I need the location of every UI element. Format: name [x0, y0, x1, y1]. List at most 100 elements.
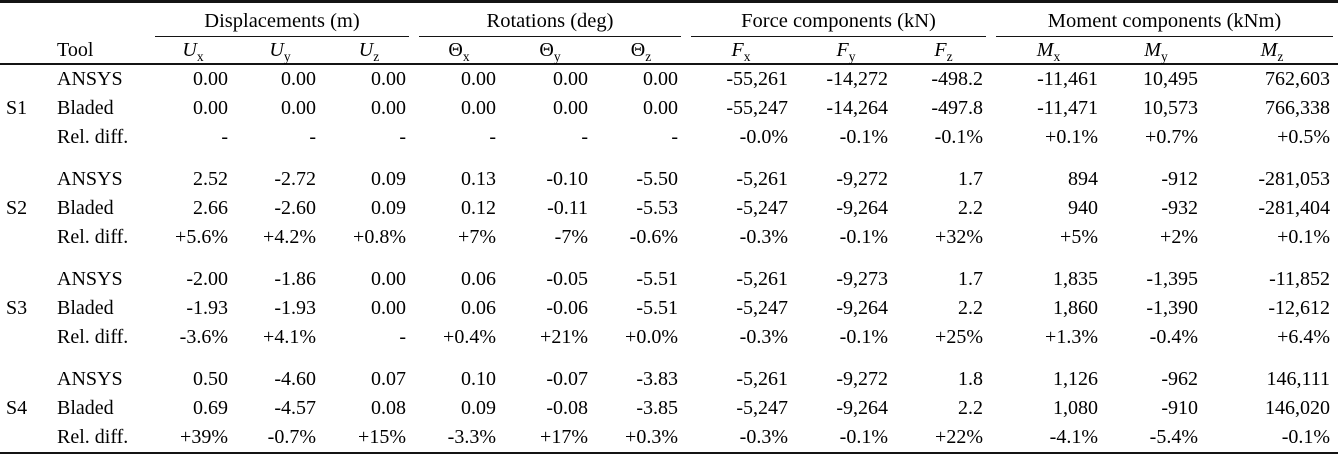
value-cell: -3.83 — [636, 368, 678, 390]
value-cell: - — [309, 126, 316, 148]
empty-corner-header — [0, 2, 150, 38]
value-cell: 1,860 — [1053, 297, 1098, 319]
value-cell: 0.00 — [281, 97, 316, 119]
value-cell: 0.00 — [371, 68, 406, 90]
value-cell: +0.3% — [625, 426, 678, 448]
value-cell: +4.2% — [263, 226, 316, 248]
col-header-theta-x: Θx — [414, 37, 504, 65]
value-cell: -3.3% — [447, 426, 496, 448]
section-label: S3 — [6, 297, 28, 319]
value-cell: -0.0% — [739, 126, 788, 148]
value-cell: -9,264 — [836, 297, 888, 319]
value-cell: -910 — [1161, 397, 1198, 419]
value-cell: -0.1% — [934, 126, 983, 148]
section-column-header — [0, 37, 46, 65]
value-cell: -281,053 — [1258, 168, 1331, 190]
col-header-fz: Fz — [896, 37, 991, 65]
value-cell: +6.4% — [1277, 326, 1331, 348]
value-cell: 0.13 — [461, 168, 496, 190]
tool-column-header: Tool — [46, 37, 150, 65]
value-cell: -0.3% — [739, 226, 788, 248]
group-label: Force components (kN) — [741, 10, 936, 32]
col-header-uz: Uz — [324, 37, 414, 65]
value-cell: -962 — [1161, 368, 1198, 390]
col-header-ux: Ux — [150, 37, 236, 65]
value-cell: -5.51 — [636, 268, 678, 290]
table-row: Rel. diff. +5.6% +4.2% +0.8% +7% -7% -0.6% -0.3… — [0, 223, 1338, 252]
value-cell: -55,247 — [726, 97, 788, 119]
value-cell: +22% — [935, 426, 983, 448]
value-cell: -5,247 — [736, 397, 788, 419]
value-cell: -3.85 — [636, 397, 678, 419]
col-header-my: My — [1106, 37, 1206, 65]
value-cell: 0.08 — [371, 397, 406, 419]
value-cell: 2.2 — [958, 397, 983, 419]
value-cell: -4.57 — [274, 397, 316, 419]
value-cell: 10,495 — [1143, 68, 1198, 90]
value-cell: +0.1% — [1277, 226, 1331, 248]
value-cell: +21% — [540, 326, 588, 348]
value-cell: 0.00 — [643, 97, 678, 119]
table-row: S1 ANSYS 0.00 0.00 0.00 0.00 0.00 0.00 -55,261 -1… — [0, 64, 1338, 119]
value-cell: 766,338 — [1265, 97, 1331, 119]
section-label: S1 — [6, 97, 28, 119]
value-cell: +5% — [1060, 226, 1098, 248]
value-cell: +32% — [935, 226, 983, 248]
value-cell: -0.1% — [839, 126, 888, 148]
value-cell: -0.4% — [1149, 326, 1198, 348]
value-cell: - — [489, 126, 496, 148]
value-cell: -0.1% — [839, 226, 888, 248]
value-cell: -5,261 — [736, 168, 788, 190]
tool-cell: Bladed — [57, 97, 114, 119]
value-cell: -5.50 — [636, 168, 678, 190]
value-cell: 0.50 — [193, 368, 228, 390]
value-cell: 0.00 — [643, 68, 678, 90]
value-cell: 0.00 — [193, 68, 228, 90]
value-cell: 1,080 — [1053, 397, 1098, 419]
value-cell: -5,261 — [736, 368, 788, 390]
value-cell: -1,395 — [1146, 268, 1198, 290]
value-cell: 2.66 — [193, 197, 228, 219]
value-cell: +25% — [935, 326, 983, 348]
value-cell: 0.00 — [553, 97, 588, 119]
value-cell: 10,573 — [1143, 97, 1198, 119]
value-cell: 0.00 — [461, 68, 496, 90]
table-row: Bladed -1.93 -1.93 0.00 0.06 -0.06 -5.51 -5,247… — [0, 294, 1338, 323]
value-cell: -0.7% — [267, 426, 316, 448]
table-row: S2 ANSYS 2.52 -2.72 0.09 0.13 -0.10 -5.50 -5,261… — [0, 152, 1338, 219]
value-cell: -0.3% — [739, 326, 788, 348]
value-cell: -11,471 — [1037, 97, 1098, 119]
value-cell: -5.4% — [1149, 426, 1198, 448]
tool-cell: Rel. diff. — [57, 426, 129, 448]
value-cell: -912 — [1161, 168, 1198, 190]
value-cell: - — [221, 126, 228, 148]
value-cell: -3.6% — [179, 326, 228, 348]
group-header-rotations: Rotations (deg) — [414, 2, 686, 37]
value-cell: 146,111 — [1266, 368, 1331, 390]
group-label: Rotations (deg) — [486, 10, 614, 32]
value-cell: 1,835 — [1053, 268, 1098, 290]
value-cell: - — [399, 126, 406, 148]
value-cell: -5,247 — [736, 297, 788, 319]
col-header-theta-y: Θy — [504, 37, 596, 65]
value-cell: -0.06 — [546, 297, 588, 319]
value-cell: 0.00 — [193, 97, 228, 119]
value-cell: -5.53 — [636, 197, 678, 219]
tool-cell: Rel. diff. — [57, 226, 129, 248]
group-header-forces: Force components (kN) — [686, 2, 991, 37]
tool-cell: ANSYS — [57, 168, 123, 190]
value-cell: 146,020 — [1265, 397, 1331, 419]
value-cell: -2.00 — [186, 268, 228, 290]
col-header-uy: Uy — [236, 37, 324, 65]
value-cell: -55,261 — [726, 68, 788, 90]
group-header-row: Displacements (m) Rotations (deg) Force … — [0, 2, 1338, 38]
table-row: Rel. diff. -3.6% +4.1% - +0.4% +21% +0.0% -0.3%… — [0, 323, 1338, 352]
section-label: S4 — [6, 397, 28, 419]
value-cell: +0.1% — [1045, 126, 1098, 148]
value-cell: 1.7 — [958, 268, 983, 290]
value-cell: -1,390 — [1146, 297, 1198, 319]
value-cell: -9,272 — [836, 168, 888, 190]
value-cell: 2.2 — [958, 297, 983, 319]
comparison-table: Displacements (m) Rotations (deg) Force … — [0, 0, 1338, 454]
value-cell: +5.6% — [175, 226, 228, 248]
